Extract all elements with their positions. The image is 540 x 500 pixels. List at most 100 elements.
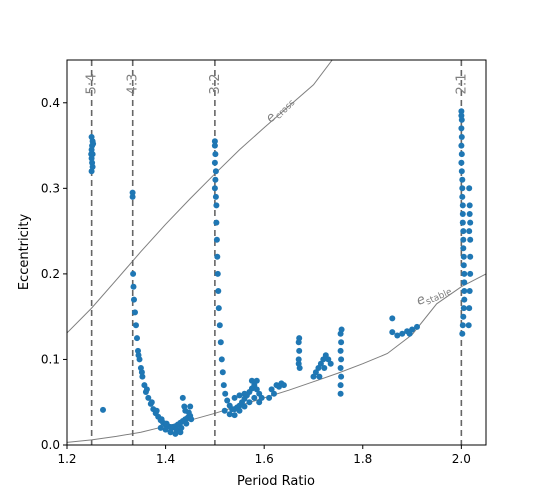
data-point	[129, 193, 136, 200]
data-point	[458, 168, 465, 175]
data-point	[458, 151, 465, 158]
data-point	[399, 330, 406, 337]
resonance-label: 2:1	[454, 74, 469, 95]
data-point	[131, 296, 137, 303]
data-point	[163, 420, 170, 427]
data-point	[212, 193, 219, 200]
data-point	[236, 392, 243, 399]
data-point	[134, 335, 140, 342]
data-point	[459, 185, 466, 192]
resonance-label: 3:2	[208, 74, 223, 95]
data-point	[100, 406, 106, 413]
data-point	[460, 305, 467, 312]
data-point	[458, 108, 465, 115]
data-point	[219, 369, 226, 376]
y-tick-label: 0.3	[41, 181, 60, 195]
data-point	[459, 219, 466, 226]
data-point	[316, 373, 323, 380]
data-point	[461, 288, 468, 294]
curve-e-cross	[67, 60, 333, 334]
data-point	[460, 262, 467, 269]
data-point	[218, 356, 225, 363]
data-point	[389, 315, 396, 322]
data-point	[216, 322, 223, 329]
data-point	[251, 394, 258, 401]
data-point	[214, 270, 221, 277]
data-point	[459, 330, 466, 337]
data-point	[231, 412, 238, 419]
data-point	[461, 270, 468, 277]
data-point	[460, 313, 467, 320]
x-tick-label: 1.8	[353, 452, 372, 466]
x-tick-label: 2.0	[452, 452, 471, 466]
data-point	[133, 322, 139, 329]
data-point	[460, 228, 467, 235]
data-point	[256, 399, 263, 406]
data-point	[467, 236, 474, 243]
data-point	[467, 253, 474, 260]
curve-label: ecross	[263, 93, 297, 127]
y-tick-label: 0.4	[41, 96, 60, 110]
data-point	[321, 365, 328, 371]
data-point	[337, 365, 344, 371]
data-point	[338, 339, 345, 346]
data-point	[337, 382, 344, 389]
data-point	[266, 394, 273, 401]
data-point	[214, 253, 221, 260]
data-point	[88, 168, 95, 175]
resonance-label: 4:3	[126, 74, 141, 95]
data-point	[143, 386, 150, 393]
data-point	[217, 339, 224, 346]
data-point	[414, 323, 420, 330]
data-point	[394, 332, 401, 339]
data-point	[222, 390, 229, 397]
data-point	[158, 416, 165, 423]
data-point	[212, 151, 219, 158]
data-point	[337, 390, 344, 397]
data-point	[145, 394, 152, 401]
data-point	[466, 288, 473, 294]
data-point	[467, 270, 474, 277]
data-point	[461, 279, 468, 286]
data-point	[460, 253, 467, 260]
data-point	[213, 236, 220, 243]
data-point	[461, 296, 468, 303]
data-point	[215, 305, 222, 312]
data-point	[167, 429, 174, 436]
data-point	[211, 159, 218, 166]
data-point	[337, 347, 344, 354]
data-point	[220, 382, 227, 389]
data-point	[241, 403, 248, 410]
data-point	[129, 189, 136, 196]
resonance-label: 5:4	[85, 74, 100, 95]
data-point	[459, 193, 466, 200]
data-point	[296, 335, 303, 342]
x-tick-label: 1.2	[57, 452, 76, 466]
data-point	[212, 168, 219, 175]
data-point	[211, 142, 218, 149]
data-point	[295, 356, 302, 363]
y-axis-label: Eccentricity	[17, 214, 32, 291]
data-point	[226, 411, 233, 418]
data-point	[130, 270, 137, 277]
data-point	[458, 159, 465, 166]
data-point	[296, 365, 303, 371]
data-point	[459, 322, 466, 329]
data-point	[465, 322, 472, 329]
data-point	[157, 424, 164, 431]
data-point	[236, 407, 243, 414]
data-point	[338, 373, 345, 380]
data-point	[215, 288, 222, 294]
data-point	[221, 407, 228, 414]
data-point	[187, 403, 194, 410]
data-point	[467, 219, 474, 226]
data-point	[460, 236, 467, 243]
y-tick-label: 0.0	[41, 438, 60, 452]
data-point	[280, 382, 287, 389]
data-point	[459, 211, 466, 217]
data-point	[460, 245, 467, 252]
data-point	[406, 330, 413, 337]
data-point	[459, 176, 466, 183]
x-tick-label: 1.4	[156, 452, 175, 466]
